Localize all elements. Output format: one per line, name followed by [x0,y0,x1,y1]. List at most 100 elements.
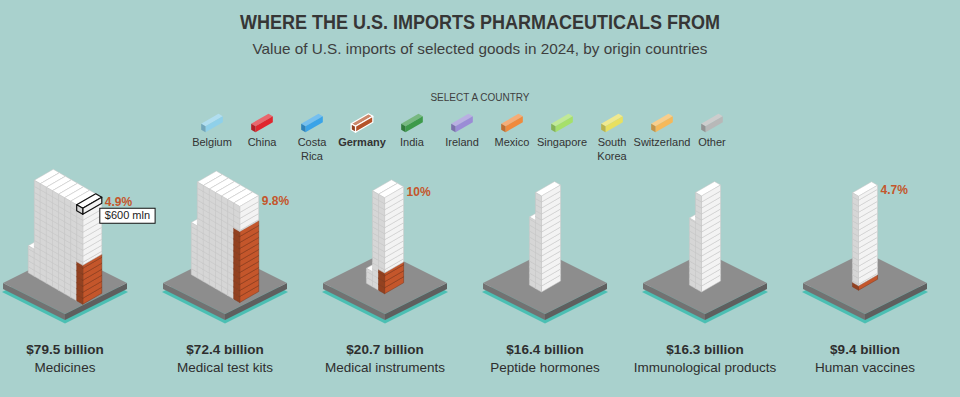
brick-side [46,187,52,197]
total-label: $16.4 billion [506,342,583,357]
legend-label-line: Other [698,136,726,148]
brick-side [71,201,77,211]
brick-front [240,196,259,213]
legend-label-line: Korea [597,150,627,162]
legend-label: South Korea [597,136,627,162]
brick-front [702,185,721,202]
brick-front [385,187,404,204]
legend-label: Other [698,136,726,148]
brick-side [601,124,605,133]
tower [366,180,403,294]
legend-item[interactable]: Costa Rica [298,114,328,162]
platform [642,252,768,324]
legend-label-line: South [598,136,627,148]
unit-brick [77,194,102,215]
platform-top [483,252,607,314]
brick-side [651,124,655,133]
total-label: $79.5 billion [26,342,103,357]
legend-label: China [248,136,278,148]
brick-front [656,116,673,132]
share-label: 4.7% [881,183,909,197]
brick-side [529,217,535,223]
brick-side [535,193,541,203]
legend-label: Ireland [445,136,479,148]
chart: WHERE THE U.S. IMPORTS PHARMACEUTICALS F… [0,0,960,397]
brick-front [859,185,878,200]
share-label: 10% [407,185,431,199]
title: WHERE THE U.S. IMPORTS PHARMACEUTICALS F… [240,10,720,33]
tower [28,169,102,304]
brick-side [209,189,215,199]
brick-front [83,197,102,214]
brick-side [203,186,209,196]
legend-label: Mexico [495,136,530,148]
legend-label: Belgium [192,136,232,148]
legend-item[interactable]: South Korea [597,114,627,162]
legend-item[interactable]: Switzerland [634,114,691,148]
tower [852,182,877,291]
legend-item[interactable]: Belgium [192,114,232,148]
brick-side [366,268,372,275]
brick-side [197,182,203,192]
brick [77,194,102,215]
share-label: 4.9% [105,195,133,209]
category-label: Peptide hormones [490,360,600,375]
legend-item[interactable]: Other [698,114,726,148]
legend-label: Costa Rica [298,136,328,162]
brick-side [52,191,58,201]
platform-base [2,261,128,324]
legend-label-line: Rica [301,150,324,162]
total-label: $16.3 billion [666,342,743,357]
legend-label-line: Ireland [445,136,479,148]
brick-side [228,200,234,210]
brick-side [234,203,240,213]
legend-item[interactable]: Mexico [495,114,530,148]
brick [379,183,404,204]
brick-side [451,124,455,133]
brick-side [28,246,34,253]
legend-label-line: Mexico [495,136,530,148]
category-label: Medical test kits [177,360,273,375]
brick [695,182,720,203]
brick-front [306,116,323,132]
brick-front [542,185,561,202]
brick-side [201,124,205,133]
brick-side [77,205,83,215]
brick-side [372,191,378,201]
brick-side [689,218,695,223]
brick-side [40,184,46,194]
share-label: 9.8% [262,194,290,208]
brick-side [501,124,505,133]
brick-front [556,116,573,132]
brick-side [695,193,701,203]
brick-side [215,193,221,203]
brick-side [65,198,71,208]
legend-item[interactable]: Ireland [445,114,479,148]
legend-label-line: Germany [338,136,387,148]
brick [234,192,259,213]
platform-base [162,261,288,324]
legend-item[interactable]: Singapore [537,114,587,148]
legend-item[interactable]: Germany [338,114,387,148]
category-label: Medicines [35,360,96,375]
legend-label: Switzerland [634,136,691,148]
brick-front [706,116,723,132]
legend-item[interactable]: India [400,114,425,148]
tower [191,171,259,303]
brick-side [852,193,858,201]
brick-side [251,124,255,133]
legend-label-line: Costa [298,136,328,148]
total-label: $20.7 billion [346,342,423,357]
platform [2,252,128,324]
annotation-label: $600 mln [105,209,150,221]
brick-side [351,124,355,133]
platform [162,252,288,324]
legend-label: Singapore [537,136,587,148]
category-label: Human vaccines [815,360,915,375]
brick-side [34,180,40,190]
brick-side [551,124,555,133]
legend-item[interactable]: China [248,114,278,148]
brick-front [206,116,223,132]
unit-annotation: $600 mln [100,208,155,223]
brick [852,182,877,201]
